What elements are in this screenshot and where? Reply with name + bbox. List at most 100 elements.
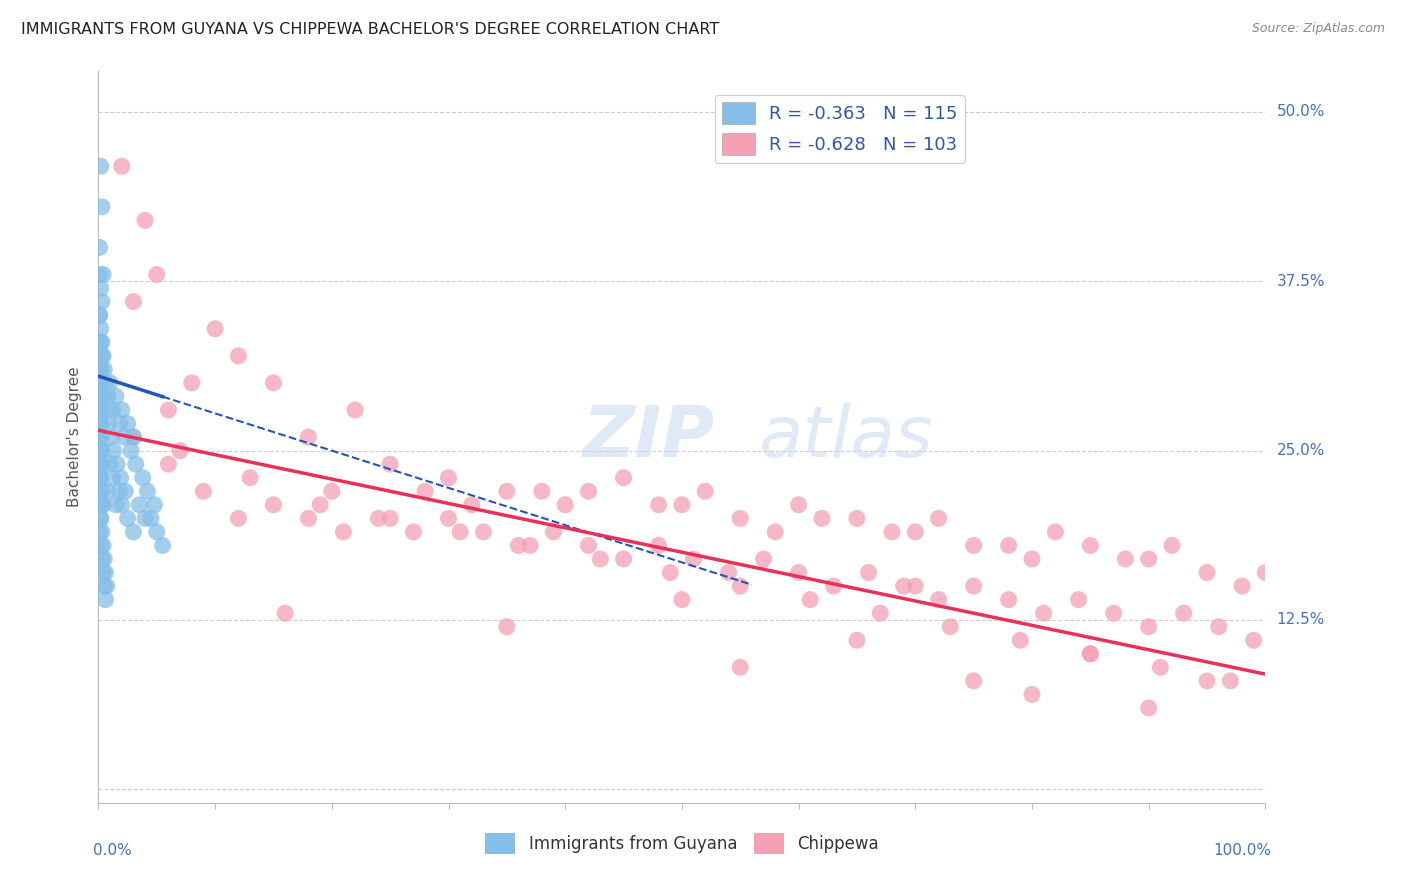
Point	[671, 592, 693, 607]
Point	[1161, 538, 1184, 552]
Point	[846, 633, 869, 648]
Point	[380, 511, 402, 525]
Point	[122, 524, 145, 539]
Point	[228, 511, 250, 525]
Point	[321, 484, 343, 499]
Point	[89, 308, 111, 322]
Point	[823, 579, 845, 593]
Point	[647, 538, 669, 552]
Point	[904, 579, 927, 593]
Point	[228, 349, 250, 363]
Point	[449, 524, 471, 539]
Point	[846, 511, 869, 525]
Point	[122, 294, 145, 309]
Point	[508, 538, 530, 552]
Point	[578, 538, 600, 552]
Point	[94, 566, 117, 580]
Point	[962, 579, 984, 593]
Point	[89, 430, 111, 444]
Legend: Immigrants from Guyana, Chippewa: Immigrants from Guyana, Chippewa	[478, 827, 886, 860]
Point	[90, 389, 112, 403]
Point	[125, 457, 148, 471]
Point	[997, 592, 1019, 607]
Point	[1173, 606, 1195, 620]
Point	[1021, 552, 1043, 566]
Text: Source: ZipAtlas.com: Source: ZipAtlas.com	[1251, 22, 1385, 36]
Point	[90, 471, 112, 485]
Point	[1010, 633, 1032, 648]
Point	[97, 389, 120, 403]
Point	[730, 579, 752, 593]
Point	[1021, 688, 1043, 702]
Point	[90, 511, 112, 525]
Point	[89, 362, 111, 376]
Point	[1243, 633, 1265, 648]
Point	[89, 335, 111, 350]
Point	[128, 498, 150, 512]
Point	[89, 240, 111, 254]
Point	[1080, 647, 1102, 661]
Point	[90, 159, 112, 173]
Point	[89, 349, 111, 363]
Point	[94, 376, 117, 390]
Point	[93, 552, 115, 566]
Point	[89, 417, 111, 431]
Text: 25.0%: 25.0%	[1277, 443, 1324, 458]
Point	[939, 620, 962, 634]
Point	[90, 376, 112, 390]
Point	[496, 620, 519, 634]
Point	[111, 498, 134, 512]
Text: IMMIGRANTS FROM GUYANA VS CHIPPEWA BACHELOR'S DEGREE CORRELATION CHART: IMMIGRANTS FROM GUYANA VS CHIPPEWA BACHE…	[21, 22, 720, 37]
Point	[89, 376, 111, 390]
Point	[89, 376, 111, 390]
Point	[90, 389, 112, 403]
Point	[613, 552, 636, 566]
Point	[89, 524, 111, 539]
Point	[262, 498, 284, 512]
Point	[239, 471, 262, 485]
Point	[437, 471, 460, 485]
Point	[101, 471, 124, 485]
Point	[1080, 538, 1102, 552]
Point	[96, 389, 118, 403]
Point	[89, 403, 111, 417]
Point	[752, 552, 775, 566]
Point	[1137, 552, 1160, 566]
Point	[799, 592, 821, 607]
Point	[297, 511, 319, 525]
Point	[90, 552, 112, 566]
Point	[90, 376, 112, 390]
Point	[97, 484, 120, 499]
Point	[97, 403, 120, 417]
Point	[100, 430, 122, 444]
Point	[111, 159, 134, 173]
Point	[90, 484, 112, 499]
Point	[90, 457, 112, 471]
Point	[647, 498, 669, 512]
Point	[104, 498, 127, 512]
Point	[309, 498, 332, 512]
Point	[110, 471, 132, 485]
Point	[90, 430, 112, 444]
Point	[1067, 592, 1090, 607]
Point	[1102, 606, 1125, 620]
Point	[1195, 673, 1218, 688]
Point	[962, 538, 984, 552]
Point	[1114, 552, 1136, 566]
Point	[193, 484, 215, 499]
Point	[1045, 524, 1067, 539]
Point	[90, 403, 112, 417]
Point	[437, 511, 460, 525]
Point	[89, 498, 111, 512]
Point	[344, 403, 367, 417]
Point	[90, 417, 112, 431]
Point	[134, 213, 156, 227]
Text: ZIP: ZIP	[582, 402, 716, 472]
Y-axis label: Bachelor's Degree: Bachelor's Degree	[67, 367, 83, 508]
Point	[89, 417, 111, 431]
Point	[146, 524, 169, 539]
Point	[139, 511, 162, 525]
Point	[89, 389, 111, 403]
Text: 100.0%: 100.0%	[1213, 843, 1271, 858]
Point	[997, 538, 1019, 552]
